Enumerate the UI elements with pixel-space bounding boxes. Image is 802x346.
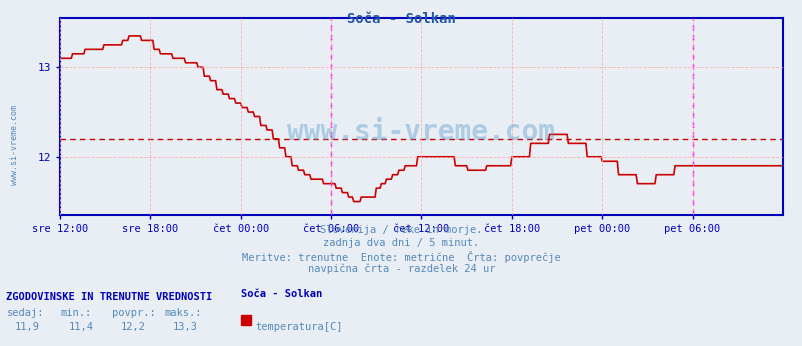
Text: Soča - Solkan: Soča - Solkan	[346, 12, 456, 26]
Text: 11,9: 11,9	[14, 322, 39, 332]
Text: 12,2: 12,2	[120, 322, 145, 332]
Text: temperatura[C]: temperatura[C]	[255, 322, 342, 332]
Text: 11,4: 11,4	[68, 322, 93, 332]
Text: povpr.:: povpr.:	[112, 308, 156, 318]
Text: ZGODOVINSKE IN TRENUTNE VREDNOSTI: ZGODOVINSKE IN TRENUTNE VREDNOSTI	[6, 292, 213, 302]
Text: sedaj:: sedaj:	[6, 308, 44, 318]
Text: navpična črta - razdelek 24 ur: navpična črta - razdelek 24 ur	[307, 264, 495, 274]
Text: 13,3: 13,3	[172, 322, 197, 332]
Text: zadnja dva dni / 5 minut.: zadnja dva dni / 5 minut.	[323, 238, 479, 248]
Text: www.si-vreme.com: www.si-vreme.com	[10, 105, 19, 185]
Text: min.:: min.:	[60, 308, 91, 318]
Text: Soča - Solkan: Soča - Solkan	[241, 289, 322, 299]
Text: www.si-vreme.com: www.si-vreme.com	[287, 118, 555, 146]
Text: Slovenija / reke in morje.: Slovenija / reke in morje.	[320, 225, 482, 235]
Text: Meritve: trenutne  Enote: metrične  Črta: povprečje: Meritve: trenutne Enote: metrične Črta: …	[242, 251, 560, 263]
Text: maks.:: maks.:	[164, 308, 202, 318]
